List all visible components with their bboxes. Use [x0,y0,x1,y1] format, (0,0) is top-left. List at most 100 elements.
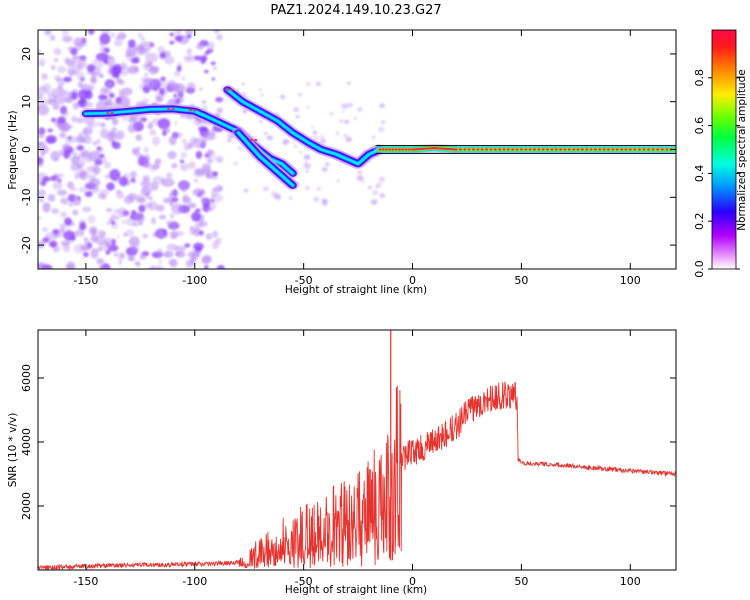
track-main-mark [160,107,164,111]
track-tone-mark [458,148,462,151]
noise-blob [241,92,247,97]
noise-blob [296,182,301,186]
noise-blob [168,259,173,265]
noise-blob [167,150,177,160]
noise-blob [321,167,328,172]
noise-blob [173,121,178,125]
noise-blob [174,35,183,42]
track-hotspot [249,138,253,142]
noise-blob [93,163,99,168]
noise-blob [98,73,104,78]
noise-blob [150,181,159,191]
spectrogram-x-axis-label: Height of straight line (km) [285,284,427,296]
noise-blob [263,131,268,135]
noise-blob [79,172,87,181]
track-tone-mark [554,148,558,151]
noise-blob [107,131,116,142]
noise-blob [127,39,136,48]
noise-blob [206,207,214,212]
noise-blob [190,137,198,144]
noise-blob [108,217,115,224]
noise-blob [72,152,81,160]
noise-blob [96,100,109,112]
noise-blob [105,241,111,248]
noise-blob [280,94,286,100]
noise-blob [97,230,106,238]
noise-blob [129,257,135,261]
noise-blob [215,237,222,244]
noise-blob [88,178,101,187]
noise-blob [183,54,196,63]
track-hotspot [167,107,171,111]
noise-blob [213,30,220,34]
noise-blob [53,94,66,105]
noise-blob [271,191,279,198]
noise-blob [305,169,310,173]
noise-blob [99,156,107,164]
noise-blob [197,222,202,226]
noise-blob [125,229,135,237]
noise-blob [205,233,213,240]
noise-blob [51,208,60,214]
noise-blob [258,88,262,92]
noise-blob [211,77,215,81]
snr-series-line [38,381,676,570]
noise-blob [105,207,113,213]
noise-blob [107,55,114,60]
noise-blob [379,193,386,198]
noise-blob [163,250,174,258]
track-tone-mark [467,148,471,151]
noise-blob [189,249,200,260]
noise-blob [313,197,320,202]
track-tone-mark [647,148,651,151]
track-tone-mark [381,148,385,151]
noise-blob [49,240,58,248]
track-tone-mark [541,148,545,151]
noise-blob [135,101,144,107]
noise-blob [55,175,60,179]
noise-blob [321,198,328,204]
track-tone-mark [476,148,480,151]
noise-blob [324,162,330,167]
noise-blob [129,171,137,179]
noise-blob [357,107,363,112]
noise-blob [379,103,385,108]
track-tone-mark [480,148,484,151]
noise-blob [42,237,50,243]
noise-blob [207,41,215,51]
noise-blob [44,30,52,36]
noise-blob [198,126,208,132]
noise-blob [113,209,120,214]
noise-blob [67,181,74,189]
noise-blob [59,223,67,231]
noise-blob [105,249,111,255]
noise-blob [303,162,311,169]
noise-blob [77,196,81,201]
noise-blob [139,253,146,260]
colorbar-gradient [711,29,737,270]
track-tone-mark [485,148,489,151]
noise-blob [157,46,166,55]
noise-blob [212,187,218,192]
track-tone-mark [489,148,493,151]
noise-blob [180,151,187,159]
noise-blob [61,35,73,43]
noise-blob [174,70,181,77]
noise-blob [112,63,122,75]
track-tone-mark [611,148,615,151]
noise-blob [151,136,161,146]
track-hotspot [188,109,193,112]
noise-blob [47,128,53,133]
noise-blob [60,240,70,247]
track-tone-mark [511,148,515,151]
noise-blob [150,66,160,73]
noise-blob [138,204,146,213]
spectrogram-tracks [79,84,676,191]
noise-blob [258,119,264,124]
noise-blob [159,52,166,59]
noise-blob [188,161,196,170]
noise-blob [99,41,104,47]
noise-blob [356,175,364,182]
noise-blob [176,65,182,72]
noise-blob [186,48,192,54]
